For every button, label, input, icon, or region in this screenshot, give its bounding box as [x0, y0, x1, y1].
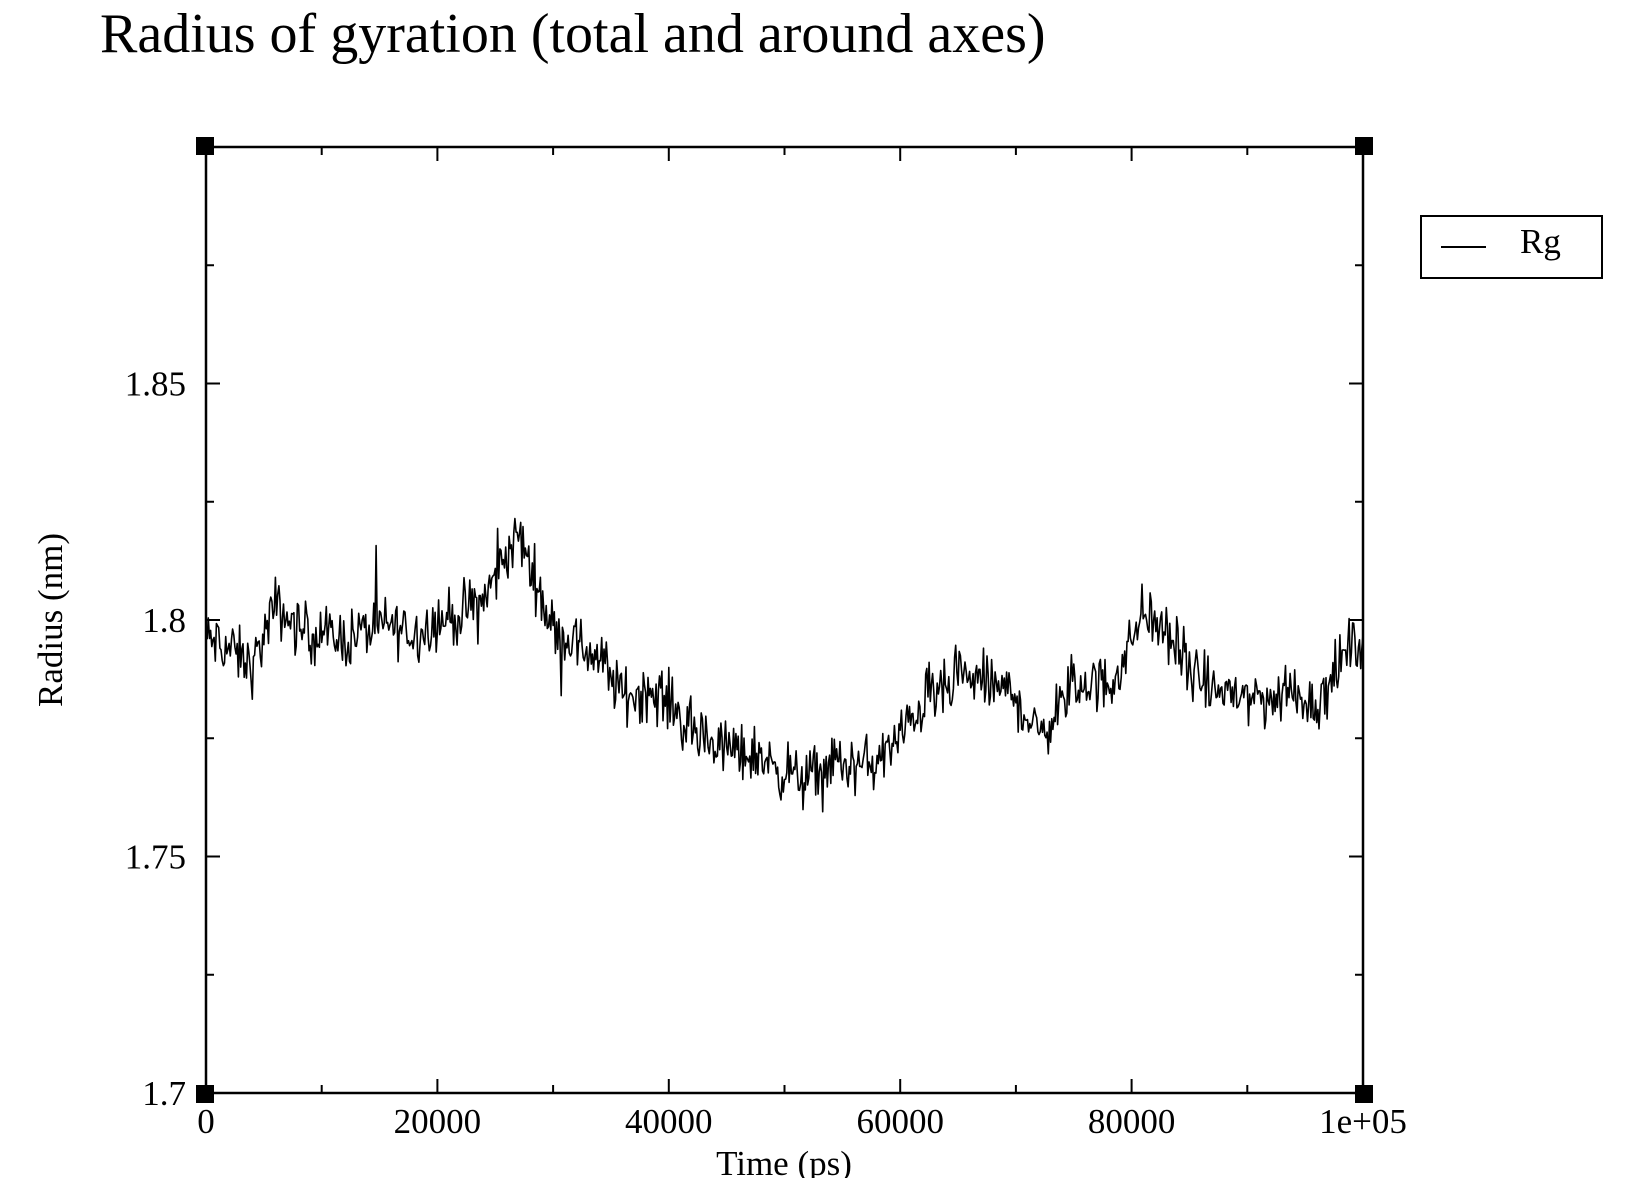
frame-corner-marker — [1355, 1085, 1373, 1103]
x-tick-label: 80000 — [1088, 1102, 1176, 1141]
chart-title: Radius of gyration (total and around axe… — [100, 3, 1046, 65]
y-tick-label: 1.7 — [142, 1074, 186, 1113]
y-tick-label: 1.75 — [125, 838, 186, 877]
frame-corner-marker — [196, 1085, 214, 1103]
x-tick-label: 60000 — [856, 1102, 944, 1141]
series-layer — [205, 517, 1364, 813]
ticks-layer: 0 20000 40000 60000 80000 1e+05 1.7 1.75 1.8 1.85 — [125, 147, 1407, 1141]
y-axis-label: Radius (nm) — [31, 533, 70, 707]
legend: Rg — [1420, 215, 1603, 279]
legend-label-rg: Rg — [1520, 222, 1561, 261]
y-tick-label: 1.8 — [142, 601, 186, 640]
frame-corner-marker — [1355, 137, 1373, 155]
x-tick-label: 20000 — [394, 1102, 482, 1141]
frame-corner-marker — [196, 137, 214, 155]
x-axis-label: Time (ps) — [716, 1144, 852, 1178]
series-line-rg — [205, 517, 1364, 813]
x-tick-label: 1e+05 — [1319, 1102, 1407, 1141]
y-tick-label: 1.85 — [125, 365, 186, 404]
x-tick-label: 40000 — [625, 1102, 713, 1141]
x-tick-label: 0 — [197, 1102, 215, 1141]
